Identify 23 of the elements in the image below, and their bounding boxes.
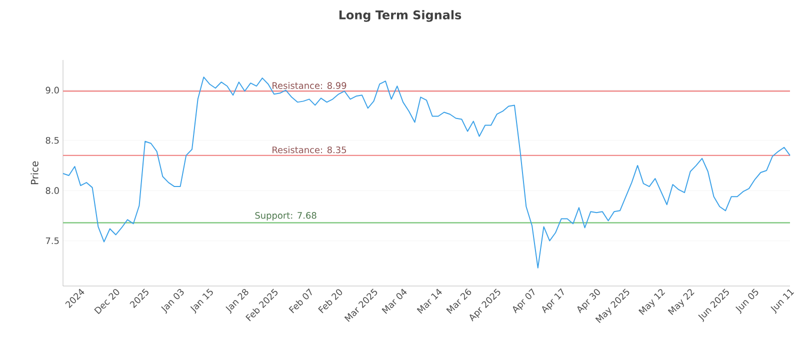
x-tick-label: Jan 28: [226, 288, 248, 314]
chart-title: Long Term Signals: [339, 10, 462, 22]
x-tick-label: Mar 14: [416, 288, 442, 314]
x-tick-label: Jun 05: [736, 288, 758, 314]
y-axis-title: Price: [30, 161, 38, 184]
ref-line-label: Resistance: 8.99: [272, 82, 346, 89]
ref-line-label: Resistance: 8.35: [272, 146, 346, 154]
x-tick-label: Jun 11: [770, 289, 794, 314]
y-tick-label: 8.0: [46, 187, 59, 194]
x-tick-label: Mar 04: [382, 288, 407, 314]
x-tick-label: Apr 07: [512, 288, 535, 314]
y-tick-label: 9.0: [46, 86, 59, 94]
x-tick-label: Apr 17: [542, 288, 564, 314]
x-tick-label: Apr 30: [577, 289, 600, 314]
x-tick-label: Jan 15: [190, 288, 213, 314]
x-tick-label: Dec 20: [94, 289, 120, 314]
y-tick-label: 8.5: [46, 136, 59, 144]
x-tick-label: Mar 26: [446, 288, 472, 314]
ref-line-label: Support: 7.68: [255, 212, 316, 221]
y-tick-label: 7.5: [46, 237, 59, 244]
x-tick-label: Feb 20: [318, 289, 342, 314]
x-tick-label: Jan 03: [161, 289, 184, 314]
x-tick-label: Feb 07: [288, 288, 312, 314]
